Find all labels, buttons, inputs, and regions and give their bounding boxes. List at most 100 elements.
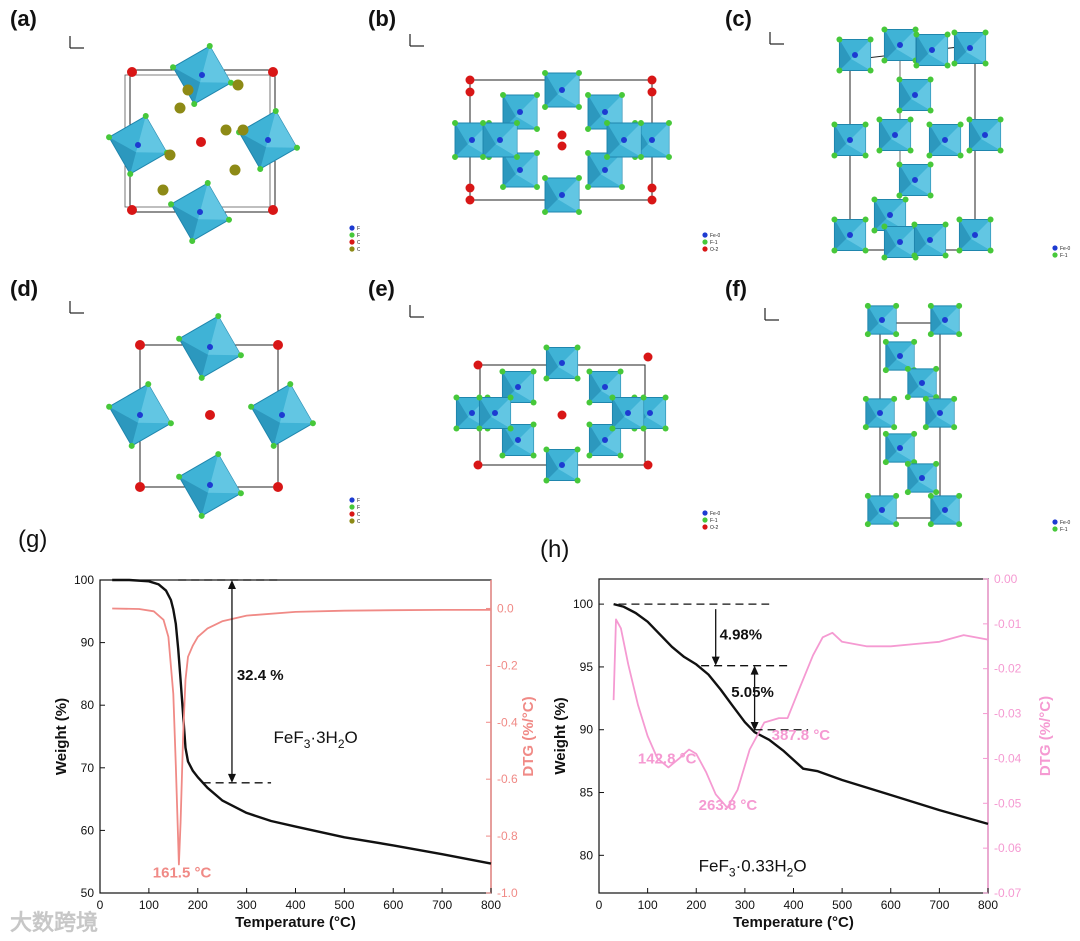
axis-triad xyxy=(409,305,424,318)
f-atom xyxy=(933,489,940,496)
f-atom xyxy=(904,460,911,467)
f-atom xyxy=(542,103,549,110)
f-atom xyxy=(585,125,592,132)
fe-atom xyxy=(515,437,521,443)
f-atom xyxy=(128,442,135,449)
fe-octahedron xyxy=(476,394,514,432)
weight-curve xyxy=(112,578,492,865)
fe-atom xyxy=(877,410,883,416)
crystal-structure-b: Fe-0F-1O-2 xyxy=(409,34,720,253)
f-atom xyxy=(957,152,964,159)
o-atom xyxy=(135,340,145,350)
x-tick-label: 200 xyxy=(686,898,706,912)
fe-octahedron xyxy=(542,175,582,215)
legend-label: O-2 xyxy=(710,525,719,530)
mass-loss-label: 5.05% xyxy=(731,684,774,701)
f-atom xyxy=(836,67,843,74)
fe-atom xyxy=(492,410,498,416)
f-atom xyxy=(876,147,883,154)
legend-atom xyxy=(702,239,708,245)
f-atom xyxy=(893,521,900,528)
f-atom xyxy=(574,477,581,484)
fe-octahedron xyxy=(543,344,581,382)
plot-frame xyxy=(598,578,989,894)
octahedron-face xyxy=(589,371,602,403)
octahedron-face xyxy=(884,226,897,258)
of-atom xyxy=(220,124,232,136)
arrow-head xyxy=(227,773,236,783)
octahedron-face xyxy=(607,123,620,157)
f-atom xyxy=(225,216,232,223)
f-atom xyxy=(293,144,300,151)
f-atom xyxy=(499,368,506,375)
f-atom xyxy=(530,368,537,375)
f-atom xyxy=(662,394,669,401)
f-atom xyxy=(530,421,537,428)
legend-atom xyxy=(702,246,708,252)
f-atom xyxy=(893,492,900,499)
o-atom xyxy=(647,75,657,85)
arrow-head xyxy=(227,580,236,589)
compound-formula: FeF3·3H2O xyxy=(274,728,358,751)
f-atom xyxy=(665,120,672,127)
octahedron-face xyxy=(896,226,916,258)
panel-label-a: (a) xyxy=(10,6,37,31)
f-atom xyxy=(956,216,963,223)
fe-atom xyxy=(897,42,903,48)
y2-tick-label: -0.01 xyxy=(994,617,1022,631)
legend-label: Fe-0 xyxy=(1060,246,1071,252)
f-atom xyxy=(575,70,582,77)
legend-label: Fe-0 xyxy=(710,511,720,517)
arrow-head xyxy=(750,665,759,675)
fe-octahedron xyxy=(609,394,647,432)
f-atom xyxy=(609,425,616,432)
x-tick-label: 800 xyxy=(978,898,998,912)
octahedron-face xyxy=(896,341,915,371)
octahedron-face xyxy=(971,219,991,251)
octahedron-face xyxy=(941,124,961,156)
f-atom xyxy=(585,150,592,157)
f-atom xyxy=(586,421,593,428)
o-atom xyxy=(135,482,145,492)
fe-atom xyxy=(517,167,523,173)
f-atom xyxy=(864,521,871,528)
fe-atom xyxy=(647,410,653,416)
fe-atom xyxy=(942,317,948,323)
fe-atom xyxy=(982,132,988,138)
y2-tick-label: -0.8 xyxy=(497,829,518,843)
legend-atom xyxy=(1052,245,1058,251)
f-atom xyxy=(585,183,592,190)
f-atom xyxy=(956,302,963,309)
y-tick-label: 50 xyxy=(81,886,95,900)
fe-octahedron xyxy=(248,381,316,449)
y2-axis-label: DTG (%/°C) xyxy=(1037,696,1054,776)
x-tick-label: 400 xyxy=(783,898,803,912)
octahedron-face xyxy=(545,178,558,212)
o-atom xyxy=(557,141,567,151)
f-atom xyxy=(876,116,883,123)
f-atom xyxy=(922,424,929,431)
weight-curve xyxy=(613,602,989,826)
f-atom xyxy=(956,521,963,528)
octahedron-face xyxy=(969,119,982,151)
fe-atom xyxy=(559,360,565,366)
octahedron-face xyxy=(930,305,942,335)
of-atom xyxy=(174,102,186,114)
legend-label: O-2 xyxy=(357,512,360,518)
fe-atom xyxy=(897,445,903,451)
f-atom xyxy=(574,344,581,351)
octahedron-face xyxy=(899,79,912,111)
octahedron-face xyxy=(514,424,534,456)
f-atom xyxy=(543,446,550,453)
f-atom xyxy=(864,331,871,338)
formula-part: O xyxy=(793,857,806,876)
o-atom xyxy=(273,340,283,350)
octahedron-face xyxy=(588,153,601,187)
f-atom xyxy=(575,208,582,215)
f-atom xyxy=(476,394,483,401)
octahedron-face xyxy=(198,183,229,220)
y-tick-label: 80 xyxy=(580,848,594,862)
y-tick-label: 85 xyxy=(580,786,594,800)
f-atom xyxy=(902,196,909,203)
octahedron-face xyxy=(865,398,877,428)
